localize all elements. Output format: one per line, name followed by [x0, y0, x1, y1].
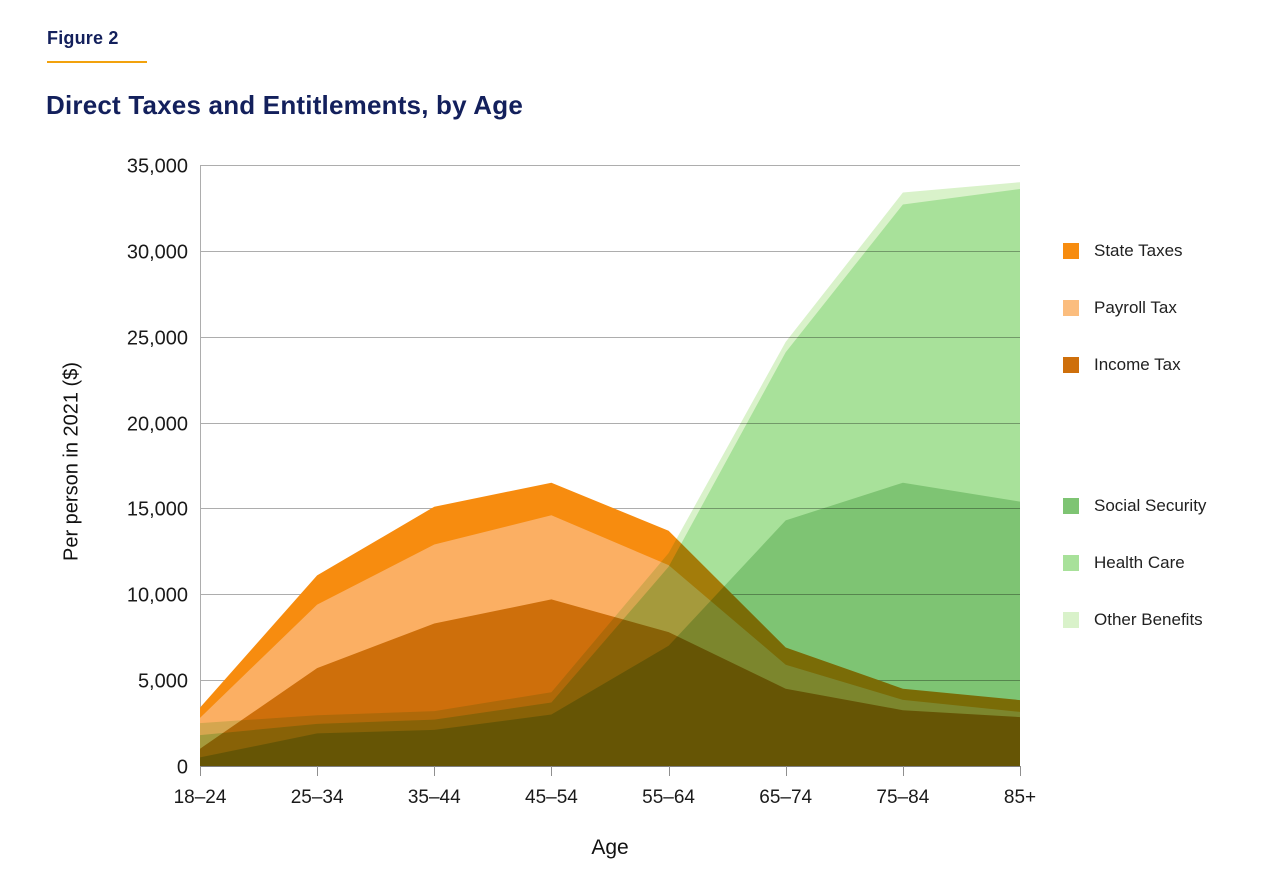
legend-label: Health Care	[1094, 552, 1185, 572]
x-tick-label: 75–84	[876, 787, 929, 808]
x-tick-label: 18–24	[174, 787, 227, 808]
health-care-swatch-icon	[1063, 554, 1079, 571]
legend-item-health-care: Health Care	[1063, 552, 1263, 572]
legend-item-other-benefits: Other Benefits	[1063, 609, 1263, 629]
payroll-tax-swatch-icon	[1063, 299, 1079, 316]
figure-accent-rule	[47, 61, 147, 63]
benefits-area-group	[200, 182, 1020, 766]
income-tax-swatch-icon	[1063, 356, 1079, 373]
y-tick-label: 10,000	[127, 585, 188, 607]
figure-label: Figure 2	[47, 28, 119, 48]
x-tick-label: 25–34	[291, 787, 344, 808]
legend-taxes: State Taxes Payroll Tax Income Tax	[1063, 240, 1263, 413]
y-tick-label: 0	[177, 757, 188, 779]
y-tick-label: 15,000	[127, 499, 188, 521]
y-tick-label: 30,000	[127, 242, 188, 264]
x-tick-label: 35–44	[408, 787, 461, 808]
x-tick-label: 65–74	[759, 787, 812, 808]
x-tick-label: 45–54	[525, 787, 578, 808]
legend-item-state-taxes: State Taxes	[1063, 240, 1263, 260]
y-tick-label: 35,000	[127, 156, 188, 178]
social-security-swatch-icon	[1063, 497, 1079, 514]
legend-label: Income Tax	[1094, 354, 1181, 374]
y-tick-label: 5,000	[138, 671, 188, 693]
other-benefits-swatch-icon	[1063, 611, 1079, 628]
x-tick-label: 85+	[1004, 787, 1036, 808]
x-tick-label: 55–64	[642, 787, 695, 808]
y-tick-label: 20,000	[127, 414, 188, 436]
series-area-social-security	[200, 482, 1020, 766]
legend-item-payroll-tax: Payroll Tax	[1063, 297, 1263, 317]
state-taxes-swatch-icon	[1063, 242, 1079, 259]
legend-label: State Taxes	[1094, 240, 1183, 260]
legend-item-income-tax: Income Tax	[1063, 354, 1263, 374]
page-title: Direct Taxes and Entitlements, by Age	[46, 90, 523, 120]
legend-item-social-security: Social Security	[1063, 495, 1263, 515]
legend-benefits: Social Security Health Care Other Benefi…	[1063, 495, 1263, 668]
y-tick-label: 25,000	[127, 328, 188, 350]
legend-label: Other Benefits	[1094, 609, 1203, 629]
x-axis-title: Age	[591, 836, 629, 859]
legend-label: Payroll Tax	[1094, 297, 1177, 317]
legend-label: Social Security	[1094, 495, 1207, 515]
y-axis-title: Per person in 2021 ($)	[60, 362, 83, 562]
